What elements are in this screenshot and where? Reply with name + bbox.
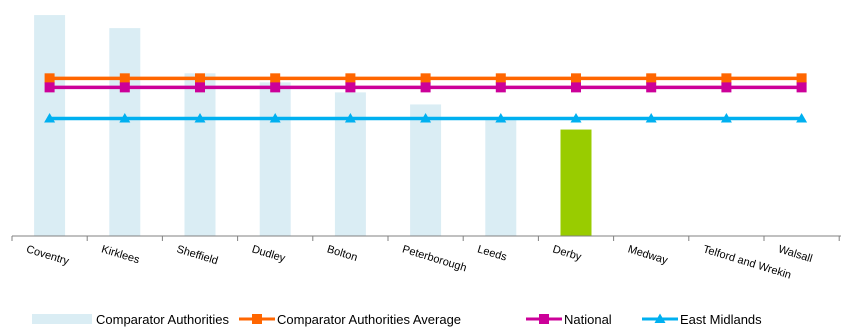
marker-east-midlands-leeds xyxy=(495,113,507,123)
x-tick-label-leeds: Leeds xyxy=(476,243,509,263)
x-tick-label-kirklees: Kirklees xyxy=(100,243,141,266)
x-axis-ticks xyxy=(11,236,840,241)
marker-national-coventry xyxy=(44,82,55,93)
bar-leeds xyxy=(485,119,517,236)
legend: Comparator Authorities Comparator Authori… xyxy=(32,312,762,327)
x-tick-label-derby: Derby xyxy=(551,243,583,263)
bar-peterborough xyxy=(410,104,442,236)
marker-comparator-authorities-average-peterborough xyxy=(420,73,431,84)
x-tick-label-medway: Medway xyxy=(626,243,669,267)
series-national xyxy=(44,82,807,93)
marker-east-midlands-dudley xyxy=(269,113,281,123)
line-series xyxy=(44,73,808,123)
marker-national-derby xyxy=(571,82,581,93)
bar-dudley xyxy=(259,82,291,236)
marker-east-midlands-telford-and-wrekin xyxy=(720,113,732,123)
x-tick-label-sheffield: Sheffield xyxy=(175,243,219,267)
marker-national-dudley xyxy=(270,82,281,93)
legend-label: National xyxy=(564,312,612,327)
x-tick-label-bolton: Bolton xyxy=(326,243,359,264)
marker-comparator-authorities-average-coventry xyxy=(44,73,55,84)
x-tick-label-dudley: Dudley xyxy=(250,243,287,265)
marker-east-midlands-kirklees xyxy=(119,113,131,123)
marker-comparator-authorities-average-kirklees xyxy=(119,73,130,84)
bar-coventry xyxy=(34,15,66,237)
marker-comparator-authorities-average-sheffield xyxy=(195,73,205,84)
marker-comparator-authorities-average-walsall xyxy=(796,73,807,84)
bar-derby xyxy=(560,129,592,236)
marker-national-kirklees xyxy=(119,82,130,93)
marker-comparator-authorities-average-leeds xyxy=(495,73,506,84)
marker-east-midlands-coventry xyxy=(44,113,56,123)
legend-item-east-midlands: East Midlands xyxy=(642,312,762,327)
x-tick-label-coventry: Coventry xyxy=(25,243,71,267)
marker-comparator-authorities-average-derby xyxy=(571,73,581,84)
marker-comparator-authorities-average-medway xyxy=(646,73,657,84)
legend-item-national: National xyxy=(526,312,612,327)
marker-national-bolton xyxy=(345,82,356,93)
marker-east-midlands-peterborough xyxy=(420,113,432,123)
marker-national-sheffield xyxy=(195,82,205,93)
legend-marker xyxy=(654,313,666,323)
marker-east-midlands-sheffield xyxy=(194,113,206,123)
legend-item-comparator-authorities: Comparator Authorities xyxy=(32,312,229,327)
legend-label: Comparator Authorities xyxy=(96,312,229,327)
bar-kirklees xyxy=(109,28,141,237)
marker-national-leeds xyxy=(495,82,506,93)
bar-sheffield xyxy=(184,73,216,236)
series-comparator-authorities-average xyxy=(44,73,807,84)
bar-series xyxy=(34,15,592,237)
legend-label: East Midlands xyxy=(680,312,762,327)
legend-swatch xyxy=(32,314,92,324)
series-east-midlands xyxy=(44,113,808,123)
marker-east-midlands-medway xyxy=(645,113,657,123)
marker-national-peterborough xyxy=(420,82,431,93)
x-tick-label-peterborough: Peterborough xyxy=(401,243,468,274)
marker-comparator-authorities-average-telford-and-wrekin xyxy=(721,73,732,84)
marker-national-medway xyxy=(646,82,657,93)
marker-comparator-authorities-average-bolton xyxy=(345,73,356,84)
x-tick-label-walsall: Walsall xyxy=(777,243,814,265)
marker-east-midlands-walsall xyxy=(796,113,808,123)
legend-marker xyxy=(252,314,262,324)
x-axis-labels: Coventry Kirklees Sheffield Dudley Bolton Pet… xyxy=(25,243,814,281)
marker-east-midlands-derby xyxy=(570,113,582,123)
legend-item-comparator-authorities-average: Comparator Authorities Average xyxy=(239,312,461,327)
legend-label: Comparator Authorities Average xyxy=(277,312,461,327)
marker-national-telford-and-wrekin xyxy=(721,82,732,93)
marker-east-midlands-bolton xyxy=(344,113,356,123)
marker-national-walsall xyxy=(796,82,807,93)
marker-comparator-authorities-average-dudley xyxy=(270,73,281,84)
legend-marker xyxy=(539,314,549,324)
